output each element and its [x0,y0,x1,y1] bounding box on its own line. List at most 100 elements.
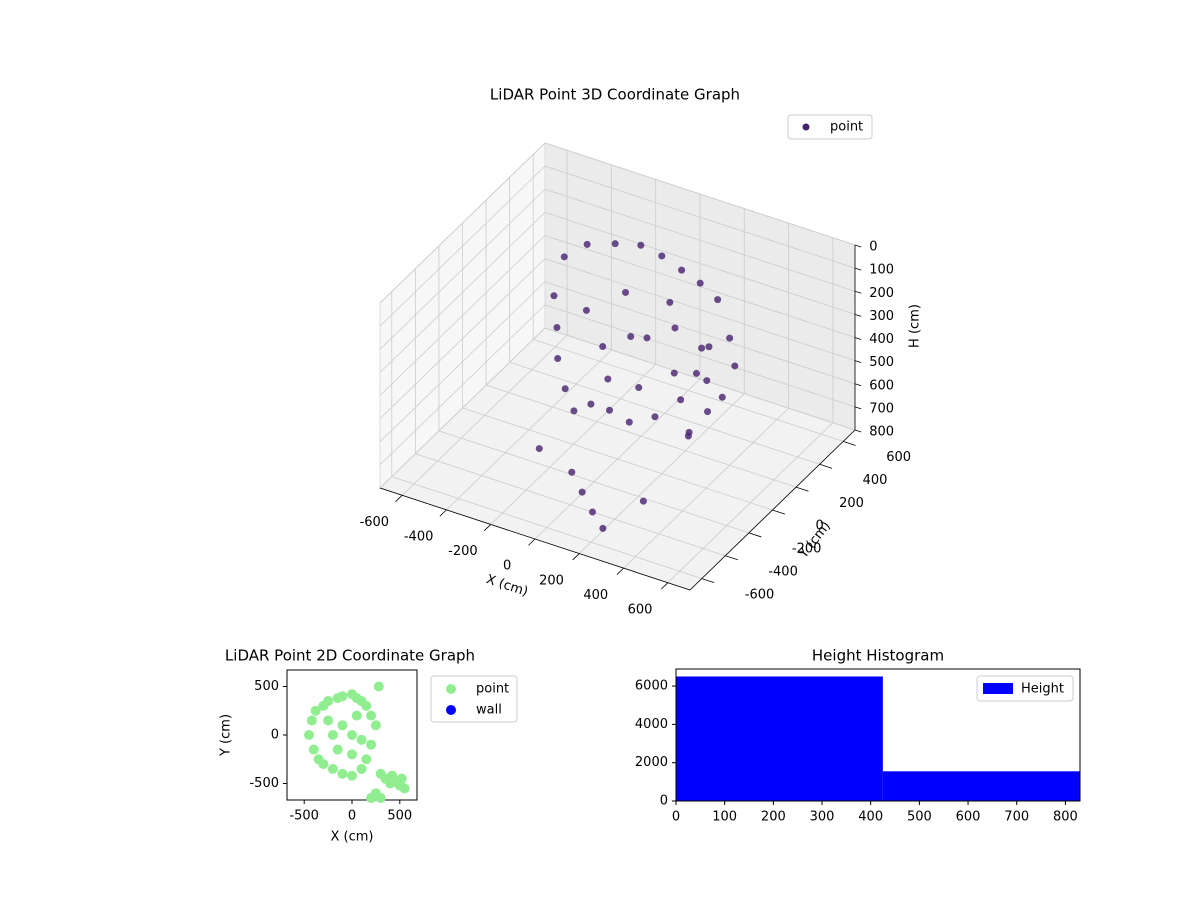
tick-label: -600 [745,587,775,602]
y-tick-label: 0 [271,728,279,743]
tick-label: -400 [768,564,798,579]
point [373,681,384,692]
chart-title: LiDAR Point 2D Coordinate Graph [225,647,475,665]
grid-line [485,384,797,488]
point [570,407,578,415]
legend-marker [983,683,1013,694]
point [361,754,372,765]
x-tick-label: 400 [858,810,883,825]
grid-line [379,281,546,443]
tick-mark [748,532,762,538]
point [337,691,348,702]
legend-marker [446,684,456,694]
point [666,298,674,306]
x-tick-label: 100 [712,810,737,825]
grid-line [391,476,702,579]
point [696,279,704,287]
point [671,324,679,332]
tick-mark [528,538,536,546]
legend-box [787,114,873,140]
grid-line [544,142,856,246]
x-tick-label: 0 [348,809,356,824]
point [347,770,357,781]
tick-mark [843,441,856,446]
point [583,240,591,248]
tick-mark [854,360,862,364]
tick-label: 400 [869,332,894,347]
x-tick-label: 800 [1053,810,1078,825]
point [587,400,595,408]
legend-label: point [476,682,509,697]
tick-label: 500 [869,355,894,370]
point [351,710,362,721]
grid-line [379,165,546,327]
tick-mark [854,337,862,340]
point [714,296,722,304]
point [726,334,734,342]
point [366,710,377,721]
point [568,468,576,476]
grid-line [379,142,546,304]
grid-line [379,188,546,350]
grid-line [533,339,844,442]
point [323,715,334,726]
y-tick-label: 2000 [635,755,668,770]
point [604,375,612,383]
point [622,288,630,296]
x-tick-label: 0 [672,810,680,825]
grid-line [379,258,546,419]
point [303,730,314,740]
tick-mark [854,290,862,294]
legend-label: Height [1021,682,1064,697]
point [731,362,739,370]
point [627,332,635,340]
y-axis-label: Y (cm) [219,714,234,757]
plot-frame [675,668,1081,802]
tick-mark [572,553,580,561]
x-tick-label: 500 [907,810,932,825]
point [599,342,607,350]
tick-label: 200 [539,573,564,588]
tick-label: -600 [360,515,390,530]
point [561,385,569,393]
axis-line [379,487,691,591]
point [550,292,558,300]
point [337,720,348,731]
grid-line [544,188,856,292]
grid-line [544,165,856,269]
tick-label: 400 [863,473,888,488]
point [399,783,410,794]
point [337,768,348,779]
x-tick-label: 200 [761,810,786,825]
point [651,413,659,421]
point [611,240,619,248]
tick-label: 0 [503,559,511,574]
point [361,700,372,711]
point [635,384,643,392]
grid-line [415,453,726,557]
tick-mark [660,582,669,590]
tick-label: 300 [869,309,894,324]
tick-mark [701,578,715,584]
grid-line [509,361,820,465]
tick-label: 100 [869,263,894,278]
point [347,730,357,740]
tick-label: 800 [869,425,894,440]
x-tick-label: 300 [810,810,835,825]
grid-line [544,211,856,315]
tick-mark [854,429,862,433]
legend-box [976,675,1074,702]
z-axis-label: H (cm) [908,304,923,348]
tick-mark [395,494,403,502]
x-tick-label: -500 [289,809,319,824]
point [375,793,386,804]
point [553,324,561,332]
x-tick-label: 700 [1004,810,1029,825]
tick-mark [854,406,862,410]
tick-label: 600 [869,378,894,393]
tick-mark [725,555,738,561]
point [692,369,700,377]
tick-mark [854,244,862,248]
point [658,252,666,260]
x-tick-label: 500 [387,809,412,824]
